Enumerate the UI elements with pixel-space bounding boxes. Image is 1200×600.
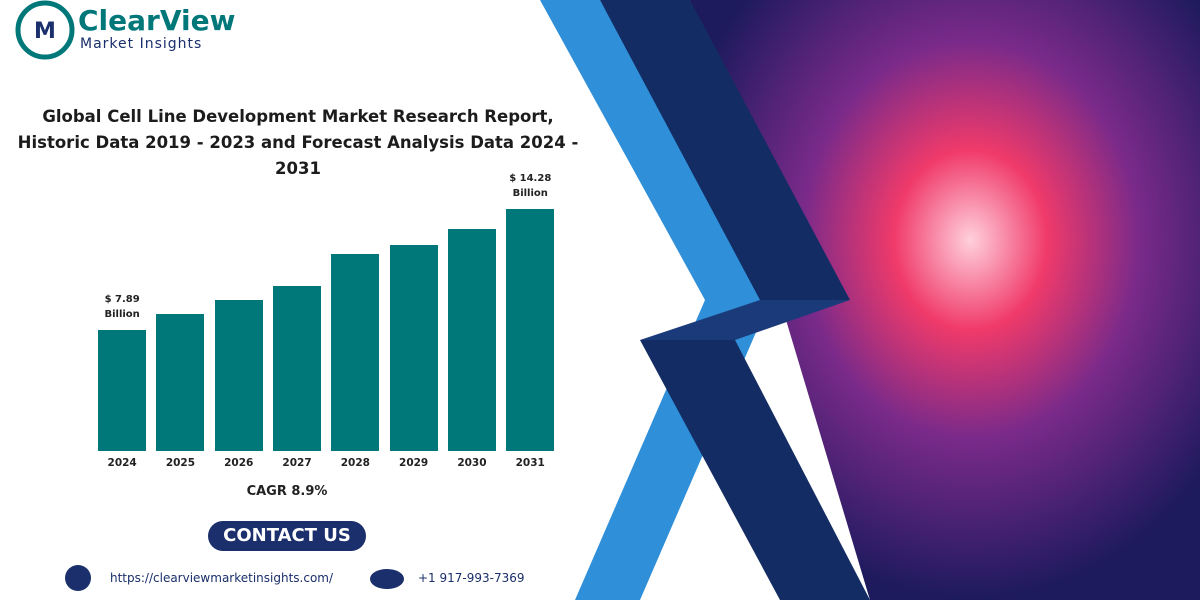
value-label: $ 14.28 Billion	[509, 172, 552, 199]
contact-button-bg[interactable]	[208, 521, 366, 551]
bar	[389, 244, 438, 451]
bar	[98, 329, 147, 451]
bar	[156, 313, 205, 451]
bar	[331, 253, 380, 451]
x-tick-label: 2030	[457, 457, 487, 469]
chart-title: Global Cell Line Development Market Rese…	[17, 107, 579, 178]
logo-name: ClearView	[78, 4, 236, 37]
bar	[273, 285, 322, 451]
contact-button[interactable]: CONTACT US	[223, 525, 351, 546]
x-tick-label: 2026	[224, 457, 254, 469]
bar	[506, 208, 555, 451]
x-tick-label: 2029	[399, 457, 429, 469]
x-tick-label: 2024	[107, 457, 137, 469]
x-tick-label: 2031	[515, 457, 545, 469]
chart: 2024 $ 7.89 Billion 2025 2026 2027 2028 2029 20…	[98, 172, 555, 469]
svg-text:M: M	[34, 19, 56, 44]
x-tick-label: 2025	[165, 457, 196, 469]
website[interactable]: https://clearviewmarketinsights.com/	[110, 571, 334, 585]
logo-tagline: Market Insights	[80, 36, 203, 52]
x-tick-label: 2028	[340, 457, 370, 469]
value-label: $ 7.89 Billion	[104, 293, 140, 320]
x-tick-label: 2027	[282, 457, 312, 469]
phone: +1 917-993-7369	[418, 571, 525, 585]
annotation: CAGR 8.9%	[246, 484, 328, 499]
bar	[447, 228, 496, 451]
bar	[214, 299, 263, 451]
